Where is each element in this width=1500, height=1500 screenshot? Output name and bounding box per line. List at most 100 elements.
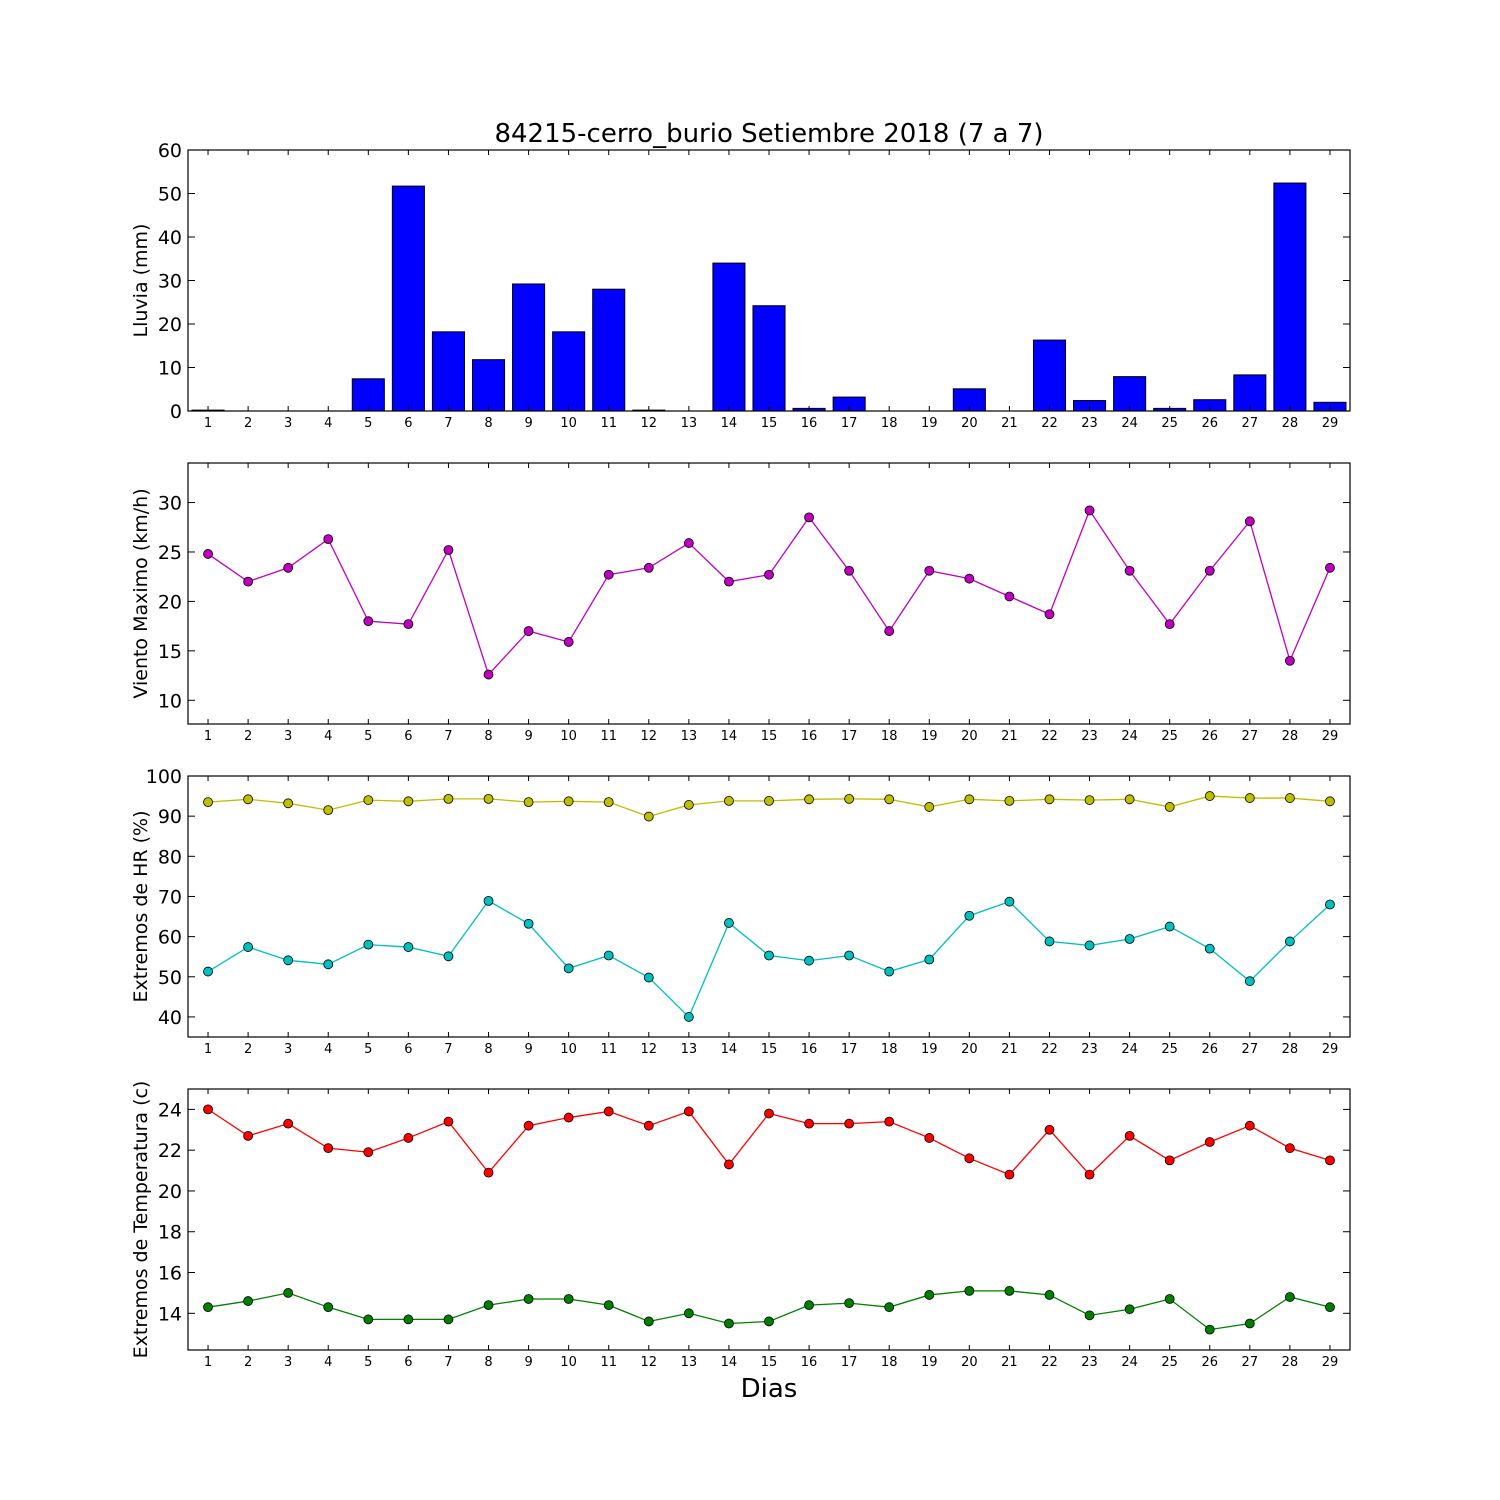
temperature-x-tick-label: 16 [801, 1355, 818, 1370]
humidity-series-2-point [483, 895, 494, 906]
wind-y-tick-label: 25 [158, 542, 182, 564]
wind-y-axis-label: Viento Maximo (km/h) [130, 488, 152, 698]
wind-series-1-point [964, 573, 975, 584]
rain-x-tick-label: 11 [600, 416, 617, 431]
wind-x-tick-label: 26 [1201, 729, 1218, 744]
wind-series-1-point [203, 549, 213, 559]
humidity-y-tick-label: 80 [158, 846, 182, 868]
rain-x-tick-label: 26 [1201, 416, 1218, 431]
temperature-series-2-point [323, 1302, 334, 1313]
humidity-series-1-point [1325, 796, 1335, 807]
wind-x-tick-label: 3 [284, 729, 292, 744]
wind-series-1-point [764, 569, 774, 580]
rain-x-tick-label: 25 [1161, 416, 1178, 431]
temperature-panel: 1 2 3 4 5 6 7 8 9 10 11 12 13 14 15 16 17 18 19 20 21 22 23 24 2… [130, 1081, 1351, 1370]
humidity-x-tick-label: 21 [1001, 1042, 1018, 1057]
humidity-series-2-point [563, 963, 574, 974]
rain-bar [552, 331, 586, 412]
temperature-series-1-point [683, 1106, 694, 1117]
temperature-series-2-point [1164, 1294, 1175, 1304]
temperature-x-tick-label: 24 [1121, 1355, 1138, 1370]
humidity-series-1-point [724, 796, 734, 806]
temperature-series-2-point [403, 1314, 414, 1325]
humidity-series-1-point [844, 793, 855, 804]
temperature-series-2-point [523, 1294, 534, 1304]
humidity-series-2-point [323, 959, 334, 970]
temperature-x-tick-label: 22 [1041, 1355, 1058, 1370]
temperature-x-tick-label: 10 [560, 1355, 577, 1370]
wind-series-1-point [483, 669, 494, 680]
temperature-series-2-point [924, 1290, 935, 1300]
wind-x-tick-label: 14 [721, 729, 738, 744]
wind-x-tick-label: 21 [1001, 729, 1018, 744]
wind-series-1-point [1044, 609, 1055, 620]
humidity-series-2-point [1044, 936, 1055, 947]
humidity-x-tick-label: 26 [1201, 1042, 1218, 1057]
temperature-x-tick-label: 6 [404, 1355, 412, 1370]
humidity-series-1-point [964, 794, 975, 805]
temperature-series-2-point [603, 1300, 614, 1311]
temperature-x-tick-label: 27 [1242, 1355, 1259, 1370]
wind-x-tick-label: 12 [641, 729, 658, 744]
humidity-series-1-point [924, 802, 935, 812]
temperature-series-1-point [1084, 1169, 1095, 1180]
wind-x-tick-label: 5 [364, 729, 372, 744]
wind-x-tick-label: 20 [961, 729, 978, 744]
humidity-series-1-point [483, 793, 494, 804]
wind-series-1-point [603, 569, 614, 580]
humidity-y-tick-label: 90 [158, 806, 182, 828]
temperature-series-2-point [243, 1296, 254, 1306]
humidity-x-tick-label: 28 [1282, 1042, 1299, 1057]
humidity-series-2-point [1164, 921, 1175, 932]
humidity-series-1-point [283, 798, 294, 809]
humidity-x-tick-label: 5 [364, 1042, 372, 1057]
humidity-series-2-point [203, 966, 213, 977]
humidity-x-tick-label: 10 [560, 1042, 577, 1057]
wind-x-tick-label: 23 [1081, 729, 1098, 744]
humidity-x-tick-label: 11 [600, 1042, 617, 1057]
rain-x-tick-label: 6 [404, 416, 412, 431]
humidity-series-1-point [563, 796, 574, 807]
rain-bar [1273, 182, 1307, 412]
temperature-series-2-point [443, 1314, 454, 1325]
wind-y-tick-label: 10 [158, 690, 182, 712]
wind-x-tick-label: 6 [404, 729, 412, 744]
humidity-x-tick-label: 15 [761, 1042, 778, 1057]
wind-series-1-point [283, 562, 294, 573]
wind-series-1-point [683, 538, 694, 548]
temperature-series-1-point [363, 1147, 374, 1158]
rain-x-tick-label: 21 [1001, 416, 1018, 431]
humidity-series-2-point [844, 950, 855, 961]
humidity-x-tick-label: 19 [921, 1042, 938, 1057]
wind-x-tick-label: 24 [1121, 729, 1138, 744]
humidity-x-tick-label: 13 [681, 1042, 698, 1057]
humidity-x-tick-label: 8 [484, 1042, 492, 1057]
temperature-series-2-point [844, 1298, 855, 1308]
wind-series-1-point [1325, 562, 1335, 573]
humidity-x-tick-label: 1 [204, 1042, 212, 1057]
temperature-x-tick-label: 26 [1201, 1355, 1218, 1370]
wind-x-tick-label: 28 [1282, 729, 1299, 744]
temperature-x-tick-label: 9 [524, 1355, 532, 1370]
humidity-y-tick-label: 60 [158, 927, 182, 949]
humidity-series-1-point [1004, 796, 1015, 806]
temperature-series-1-point [1325, 1155, 1335, 1166]
temperature-series-2-point [643, 1316, 654, 1327]
rain-x-tick-label: 10 [560, 416, 577, 431]
humidity-x-tick-label: 29 [1322, 1042, 1339, 1057]
wind-series-1-point [724, 576, 734, 587]
wind-x-tick-label: 29 [1322, 729, 1339, 744]
humidity-x-tick-label: 14 [721, 1042, 738, 1057]
temperature-x-tick-label: 19 [921, 1355, 938, 1370]
temperature-series-1-point [1044, 1124, 1055, 1135]
humidity-series-2-point [1124, 934, 1135, 944]
humidity-series-1-point [403, 796, 414, 807]
temperature-series-2-point [1325, 1302, 1335, 1313]
wind-x-tick-label: 25 [1161, 729, 1178, 744]
humidity-series-2-point [1244, 976, 1255, 987]
rain-y-tick-label: 60 [158, 140, 182, 162]
temperature-series-2-point [283, 1288, 294, 1298]
temperature-series-1-point [844, 1118, 855, 1129]
rain-bar [592, 288, 626, 412]
